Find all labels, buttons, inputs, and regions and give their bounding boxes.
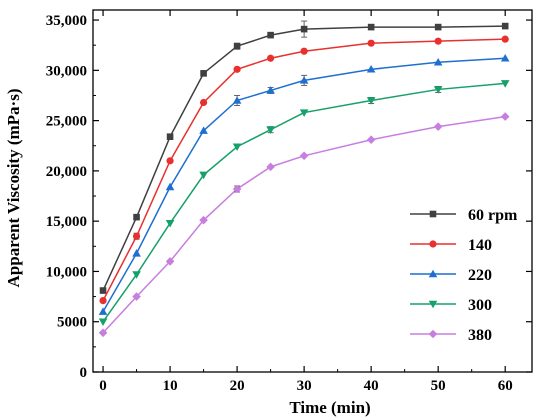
series-line (102, 57, 506, 313)
series-1 (99, 35, 509, 305)
data-point (434, 37, 442, 45)
x-axis-label: Time (min) (289, 398, 370, 417)
legend: 60 rpm 140 220 300 380 (410, 207, 518, 344)
y-axis-label: Apparent Viscosity (mPa·s) (4, 89, 23, 288)
data-point (433, 86, 443, 94)
series-line (102, 82, 506, 323)
data-point (132, 292, 141, 301)
data-point (233, 65, 241, 73)
data-point (200, 70, 207, 77)
data-point (266, 126, 275, 134)
data-point (299, 76, 309, 84)
data-point (132, 271, 141, 279)
data-point (367, 23, 375, 31)
data-point (501, 22, 509, 30)
data-point (199, 215, 208, 225)
data-point (500, 112, 510, 121)
data-point (232, 184, 242, 194)
data-point (166, 133, 174, 140)
data-point (199, 126, 208, 134)
data-point (366, 97, 376, 105)
data-point (99, 287, 107, 294)
series-2 (98, 53, 510, 315)
x-tick-label: 60 (498, 378, 513, 394)
x-tick-label: 30 (297, 378, 312, 394)
y-tick-label: 15,000 (46, 214, 87, 230)
data-point (98, 318, 108, 327)
data-point (132, 249, 141, 257)
data-point (500, 80, 510, 88)
data-point (199, 98, 208, 107)
data-point (433, 57, 443, 66)
data-point (98, 328, 108, 338)
data-point (501, 35, 509, 43)
legend-label: 220 (468, 267, 492, 284)
data-point (266, 86, 275, 94)
data-point (267, 31, 274, 39)
data-point (165, 182, 175, 191)
data-point (299, 151, 309, 161)
data-point (300, 25, 308, 33)
series-0 (99, 20, 509, 294)
plot-frame (92, 9, 533, 373)
series-line (102, 38, 506, 301)
legend-item-1: 140 (410, 237, 492, 254)
legend-item-3: 300 (410, 297, 492, 314)
series-layer (98, 20, 510, 338)
series-line (102, 25, 506, 291)
legend-item-4: 380 (410, 327, 492, 344)
legend-swatch-marker (429, 240, 437, 248)
data-point (166, 157, 174, 165)
data-point (99, 297, 107, 305)
legend-label: 300 (468, 297, 492, 314)
series-4 (98, 112, 510, 338)
axes-layer (92, 9, 533, 373)
data-point (500, 53, 510, 62)
ticks-layer: 0 10 20 30 40 50 60 0 5000 10,000 15,000 20,000 25,0… (46, 10, 532, 394)
data-point (232, 143, 242, 152)
data-point (132, 232, 141, 240)
data-point (299, 109, 309, 117)
x-tick-label: 50 (431, 378, 446, 394)
data-point (165, 257, 175, 266)
legend-label: 60 rpm (468, 207, 518, 224)
x-tick-label: 0 (99, 378, 107, 394)
data-point (232, 96, 242, 104)
series-3 (98, 80, 510, 327)
y-tick-label: 5000 (57, 315, 87, 331)
y-tick-label: 25,000 (46, 114, 87, 130)
data-point (434, 23, 442, 31)
data-point (366, 135, 376, 145)
data-point (133, 213, 140, 221)
y-tick-label: 35,000 (46, 13, 87, 29)
data-point (199, 171, 208, 180)
x-tick-label: 20 (230, 378, 245, 394)
legend-item-2: 220 (410, 267, 492, 284)
data-point (433, 122, 443, 131)
x-tick-label: 40 (364, 378, 379, 394)
y-tick-label: 0 (80, 365, 88, 381)
data-point (98, 307, 108, 315)
x-tick-label: 10 (163, 378, 178, 394)
y-tick-label: 10,000 (46, 264, 87, 280)
legend-swatch-marker (428, 269, 438, 278)
legend-swatch-marker (429, 210, 437, 218)
legend-item-0: 60 rpm (410, 207, 518, 224)
data-point (267, 54, 275, 62)
y-tick-label: 20,000 (46, 164, 87, 180)
data-point (233, 42, 241, 50)
legend-swatch-marker (428, 300, 438, 309)
legend-label: 140 (468, 237, 492, 254)
data-point (366, 65, 376, 73)
series-line (102, 115, 506, 334)
data-point (300, 47, 308, 55)
legend-label: 380 (468, 327, 492, 344)
y-tick-label: 30,000 (46, 63, 87, 79)
data-point (266, 162, 275, 172)
data-point (367, 39, 375, 47)
legend-swatch-marker (428, 329, 438, 339)
data-point (165, 219, 175, 228)
